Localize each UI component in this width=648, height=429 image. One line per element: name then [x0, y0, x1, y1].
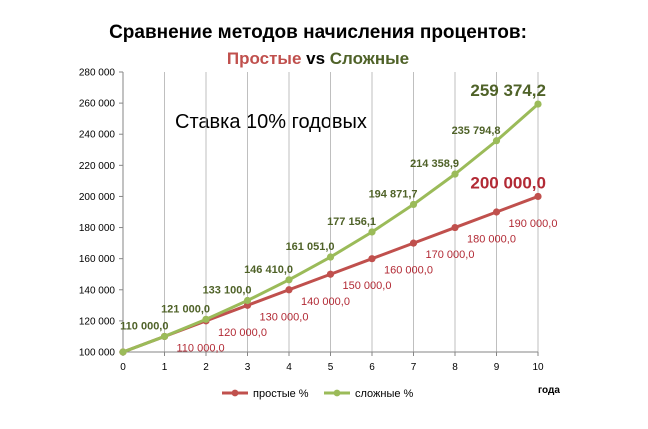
point-compound-0 [119, 348, 127, 356]
series [119, 100, 542, 356]
chart-title: Сравнение методов начисления процентов: [109, 22, 527, 43]
rate-annotation: Ставка 10% годовых [175, 111, 367, 133]
data-label-compound-10: 259 374,2 [470, 81, 546, 100]
point-compound-4 [285, 276, 293, 284]
x-axis-unit: года [538, 385, 560, 396]
data-label-simple-5: 150 000,0 [343, 280, 392, 292]
data-label-simple-1: 110 000,0 [177, 342, 225, 354]
data-label-compound-4: 146 410,0 [244, 264, 293, 276]
x-tick-label-3: 3 [245, 362, 251, 373]
point-compound-2 [202, 315, 210, 323]
data-label-compound-8: 214 358,9 [410, 158, 459, 170]
legend: простые % сложные % [222, 388, 414, 400]
y-tick-label-8: 260 000 [79, 99, 116, 110]
point-compound-3 [243, 296, 252, 305]
point-compound-5 [326, 253, 335, 261]
point-simple-8 [451, 223, 459, 232]
x-tick-label-5: 5 [328, 362, 334, 373]
x-tick-label-1: 1 [162, 362, 168, 373]
legend-marker-simple [231, 389, 239, 397]
y-tick-label-7: 240 000 [79, 130, 116, 141]
x-tick-label-4: 4 [286, 362, 292, 373]
y-tick-label-4: 180 000 [79, 223, 116, 234]
point-compound-8 [451, 170, 459, 178]
point-simple-7 [409, 239, 418, 247]
point-compound-9 [492, 137, 501, 145]
legend-label-simple: простые % [253, 388, 309, 400]
subtitle-compound: Сложные [330, 49, 409, 68]
data-label-compound-7: 194 871,7 [369, 188, 418, 200]
chart-subtitle: Простые vs Сложные [227, 49, 409, 68]
data-label-compound-9: 235 794,8 [452, 125, 501, 137]
point-simple-6 [368, 255, 376, 263]
point-compound-7 [409, 200, 418, 209]
data-label-simple-8: 180 000,0 [467, 234, 516, 246]
y-tick-label-9: 280 000 [79, 68, 116, 79]
point-simple-9 [492, 208, 501, 216]
x-tick-label-9: 9 [494, 362, 500, 373]
data-label-simple-2: 120 000,0 [218, 327, 267, 339]
point-simple-4 [285, 286, 293, 294]
data-label-simple-3: 130 000,0 [260, 311, 309, 323]
x-tick-label-8: 8 [452, 362, 458, 373]
axes: 100 000 120 000 140 000 160 000 180 000 200 0… [79, 68, 544, 374]
point-simple-5 [326, 270, 335, 278]
data-labels: 110 000,0 120 000,0 130 000,0 140 000,0 150 … [120, 81, 557, 354]
data-label-compound-2: 121 000,0 [161, 303, 210, 315]
y-tick-label-2: 140 000 [79, 285, 116, 296]
legend-marker-compound [333, 389, 341, 397]
point-simple-10 [534, 192, 542, 201]
y-tick-label-5: 200 000 [79, 192, 116, 203]
data-label-compound-1: 110 000,0 [120, 320, 168, 332]
data-label-simple-4: 140 000,0 [301, 296, 350, 308]
y-tick-label-6: 220 000 [79, 161, 116, 172]
y-tick-label-0: 100 000 [79, 348, 116, 359]
x-tick-label-0: 0 [120, 362, 126, 373]
data-label-simple-6: 160 000,0 [384, 265, 433, 277]
point-compound-1 [160, 332, 169, 341]
data-label-simple-7: 170 000,0 [426, 249, 475, 261]
point-compound-10 [534, 100, 542, 108]
data-label-compound-5: 161 051,0 [286, 241, 335, 253]
x-tick-label-7: 7 [411, 362, 417, 373]
subtitle-simple: Простые [227, 49, 302, 68]
y-tick-label-3: 160 000 [79, 254, 116, 265]
data-label-compound-3: 133 100,0 [203, 285, 252, 297]
x-tick-label-6: 6 [369, 362, 375, 373]
data-label-compound-6: 177 156,1 [327, 216, 376, 228]
legend-label-compound: сложные % [355, 388, 414, 400]
y-tick-label-1: 120 000 [79, 316, 116, 327]
data-label-simple-9: 190 000,0 [509, 218, 558, 230]
x-tick-label-2: 2 [203, 362, 209, 373]
data-label-simple-10: 200 000,0 [470, 173, 546, 192]
x-tick-label-10: 10 [532, 362, 544, 373]
subtitle-vs: vs [301, 49, 329, 68]
point-compound-6 [368, 228, 376, 236]
